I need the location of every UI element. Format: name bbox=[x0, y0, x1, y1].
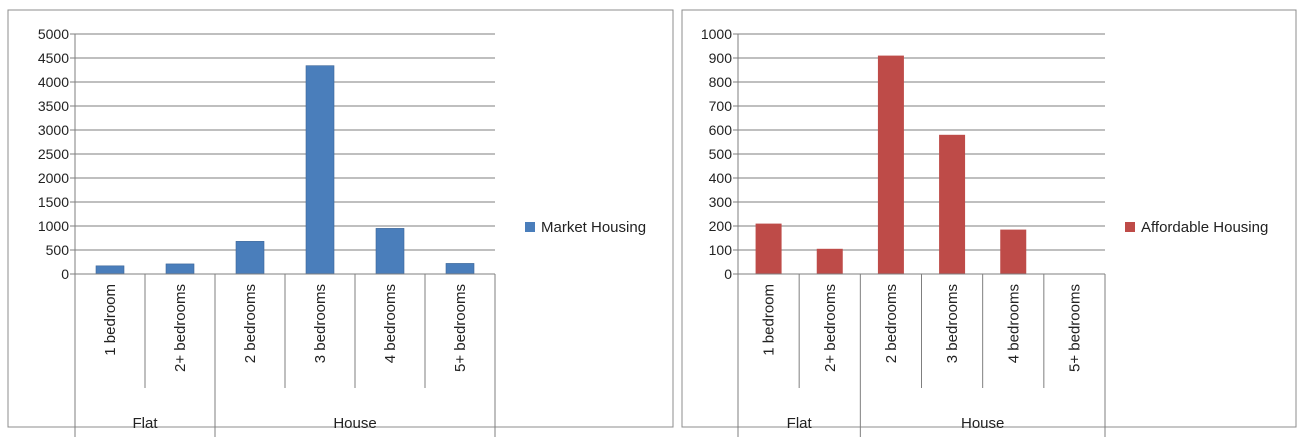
category-label: 4 bedrooms bbox=[382, 284, 399, 363]
bar-3-bedrooms bbox=[305, 65, 335, 275]
bar-3-bedrooms bbox=[939, 134, 966, 274]
bar-1-bedroom bbox=[95, 265, 125, 275]
bar-2-bedrooms bbox=[165, 263, 195, 275]
bar-4-bedrooms bbox=[375, 228, 405, 275]
group-label: House bbox=[333, 415, 376, 432]
y-tick-label: 700 bbox=[709, 98, 733, 114]
y-tick-label: 200 bbox=[709, 218, 733, 234]
category-label: 4 bedrooms bbox=[1005, 284, 1022, 363]
y-tick-label: 300 bbox=[709, 194, 733, 210]
category-label: 2+ bedrooms bbox=[172, 284, 189, 372]
y-tick-label: 5000 bbox=[38, 26, 69, 42]
chart-frame bbox=[681, 9, 1297, 428]
y-tick-label: 800 bbox=[709, 74, 733, 90]
category-label: 2+ bedrooms bbox=[822, 284, 839, 372]
category-label: 1 bedroom bbox=[102, 284, 119, 356]
category-label: 3 bedrooms bbox=[944, 284, 961, 363]
group-label: Flat bbox=[132, 415, 158, 432]
bar-2-bedrooms bbox=[235, 241, 265, 275]
bar-2-bedrooms bbox=[877, 55, 904, 274]
y-tick-label: 3000 bbox=[38, 122, 69, 138]
y-tick-label: 1000 bbox=[38, 218, 69, 234]
y-tick-label: 500 bbox=[709, 146, 733, 162]
y-tick-label: 1500 bbox=[38, 194, 69, 210]
y-tick-label: 600 bbox=[709, 122, 733, 138]
category-label: 5+ bedrooms bbox=[452, 284, 469, 372]
bar-4-bedrooms bbox=[1000, 229, 1027, 274]
y-tick-label: 4000 bbox=[38, 74, 69, 90]
y-tick-label: 2000 bbox=[38, 170, 69, 186]
bar-1-bedroom bbox=[755, 223, 782, 274]
y-tick-label: 2500 bbox=[38, 146, 69, 162]
category-label: 5+ bedrooms bbox=[1066, 284, 1083, 372]
y-tick-label: 500 bbox=[46, 242, 70, 258]
category-label: 1 bedroom bbox=[761, 284, 778, 356]
chart-1: 0 500 1000 1500 2000 2500 3000 3500 4000 4500 5000… bbox=[7, 9, 674, 437]
bar-5-bedrooms bbox=[445, 263, 475, 275]
y-tick-label: 4500 bbox=[38, 50, 69, 66]
y-tick-label: 900 bbox=[709, 50, 733, 66]
group-label: Flat bbox=[787, 415, 813, 432]
y-tick-label: 100 bbox=[709, 242, 733, 258]
category-label: 2 bedrooms bbox=[242, 284, 259, 363]
chart-2: 0 100 200 300 400 500 600 700 800 900 1000 1 bedroo… bbox=[681, 9, 1297, 437]
legend-swatch bbox=[525, 222, 535, 232]
category-label: 3 bedrooms bbox=[312, 284, 329, 363]
chart-frame bbox=[7, 9, 674, 428]
y-tick-label: 400 bbox=[709, 170, 733, 186]
y-tick-label: 0 bbox=[724, 266, 732, 282]
legend-label: Market Housing bbox=[541, 219, 646, 236]
legend-label: Affordable Housing bbox=[1141, 219, 1268, 236]
category-label: 2 bedrooms bbox=[883, 284, 900, 363]
y-tick-label: 0 bbox=[61, 266, 69, 282]
legend-swatch bbox=[1125, 222, 1135, 232]
y-tick-label: 3500 bbox=[38, 98, 69, 114]
bar-2-bedrooms bbox=[816, 248, 843, 274]
y-tick-label: 1000 bbox=[701, 26, 732, 42]
group-label: House bbox=[961, 415, 1004, 432]
